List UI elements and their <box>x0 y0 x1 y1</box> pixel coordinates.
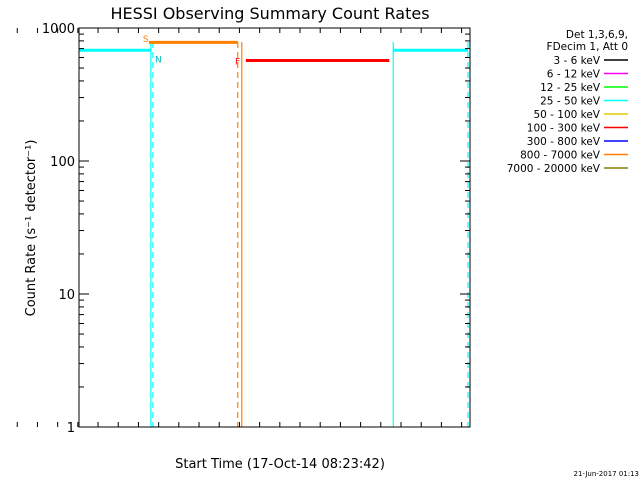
legend-label-6: 100 - 300 keV <box>527 123 601 135</box>
legend-label-5: 50 - 100 keV <box>533 109 600 121</box>
legend-header-line: Det 1,3,6,9, <box>566 29 628 41</box>
plot-frame <box>78 27 471 428</box>
legend-label-3: 12 - 25 keV <box>540 82 601 94</box>
flag-label-flare: F <box>235 57 240 67</box>
legend-label-4: 25 - 50 keV <box>540 96 601 108</box>
legend-label-9: 7000 - 20000 keV <box>507 163 601 175</box>
flag-label-saa: S <box>143 35 149 45</box>
x-axis-label: Start Time (17-Oct-14 08:23:42) <box>175 457 385 472</box>
y-tick-label: 100 <box>50 155 75 170</box>
legend-label-8: 800 - 7000 keV <box>520 150 601 162</box>
flag-label-night: N <box>155 55 162 65</box>
footer-date: 21-Jun-2017 01:13 <box>574 470 640 478</box>
y-tick-label: 1 <box>67 421 75 436</box>
legend-label-1: 3 - 6 keV <box>553 55 600 67</box>
legend-label-2: 6 - 12 keV <box>547 69 601 81</box>
y-tick-label: 10 <box>58 288 75 303</box>
chart-title: HESSI Observing Summary Count Rates <box>110 4 429 23</box>
y-axis-label: Count Rate (s⁻¹ detector⁻¹) <box>24 140 39 317</box>
legend-header-line: FDecim 1, Att 0 <box>547 41 628 53</box>
legend-label-7: 300 - 800 keV <box>527 136 601 148</box>
y-tick-label: 1000 <box>42 22 75 37</box>
